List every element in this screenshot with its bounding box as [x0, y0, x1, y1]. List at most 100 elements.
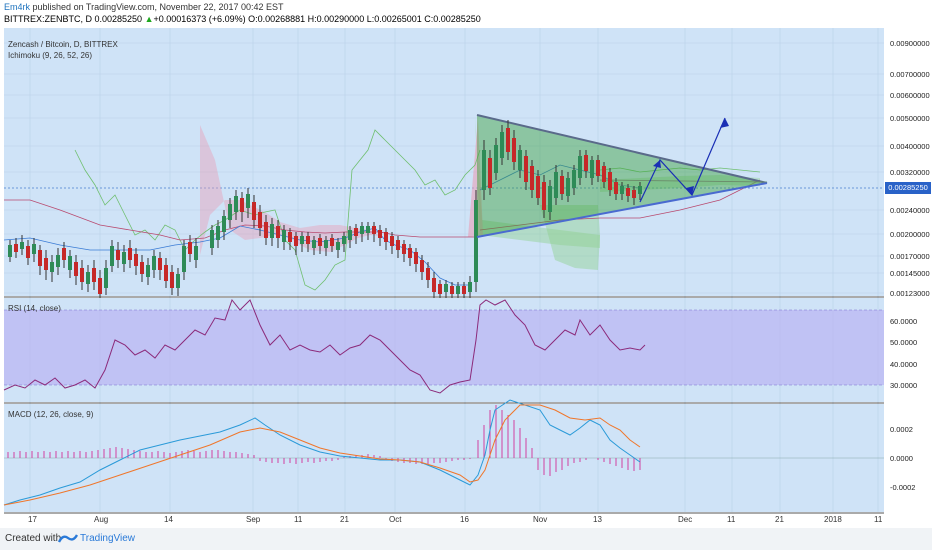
ichimoku-leading-span: [599, 167, 761, 173]
rsi-title: RSI (14, close): [8, 304, 61, 313]
candle: [408, 248, 412, 258]
rsi-line: [3, 298, 646, 394]
price-tick: 0.00200000: [890, 230, 930, 239]
candle: [420, 260, 424, 272]
candle: [566, 178, 570, 196]
candle: [74, 262, 78, 276]
macd-tick: -0.0002: [890, 483, 916, 492]
candle: [530, 166, 534, 190]
price-tick: 0.00500000: [890, 114, 930, 123]
arrow-head-icon: [653, 160, 661, 168]
x-tick: Nov: [533, 515, 548, 524]
candle: [450, 286, 454, 294]
candle: [20, 242, 24, 249]
price-tick: 0.00400000: [890, 142, 930, 151]
candle: [524, 156, 528, 182]
price-panel[interactable]: [4, 28, 884, 296]
x-tick: 11: [874, 515, 883, 524]
candle: [468, 282, 472, 292]
candle: [128, 248, 132, 260]
price-panel-title: Zencash / Bitcoin, D, BITTREX: [8, 40, 118, 49]
x-tick: 21: [775, 515, 784, 524]
candle: [188, 242, 192, 254]
candle: [602, 166, 606, 182]
ichimoku-cloud-green-2: [540, 205, 600, 270]
candle: [306, 236, 310, 244]
symbol-line: BITTREX:ZENBTC, D 0.00285250: [4, 14, 143, 24]
candle: [176, 274, 180, 288]
ichimoku-cloud-red: [200, 125, 380, 255]
candle: [590, 160, 594, 178]
publish-info: Em4rk published on TradingView.com, Nove…: [4, 2, 284, 12]
candle-group-3: [482, 120, 642, 220]
tradingview-brand-link[interactable]: TradingView: [80, 533, 136, 544]
macd-tick: 0.0000: [890, 454, 913, 463]
candle: [414, 252, 418, 264]
candle: [584, 155, 588, 171]
candles: [8, 188, 478, 298]
candle: [104, 268, 108, 288]
ichimoku-cloud-spike: [468, 117, 483, 237]
candle: [194, 246, 198, 260]
candle: [426, 268, 430, 280]
candle: [444, 284, 448, 292]
candle: [86, 272, 90, 284]
candle: [360, 226, 364, 234]
candle: [158, 258, 162, 270]
candle: [348, 230, 352, 240]
candle: [482, 150, 486, 190]
ichimoku-flat-line: [599, 179, 768, 183]
price-tick: 0.00240000: [890, 206, 930, 215]
price-tick: 0.00700000: [890, 70, 930, 79]
triangle-upper-line: [476, 114, 768, 184]
candle: [536, 176, 540, 198]
x-tick: 17: [28, 515, 37, 524]
x-tick: Oct: [389, 515, 402, 524]
publish-text: published on TradingView.com, November 2…: [32, 2, 284, 12]
candle: [384, 232, 388, 242]
symbol-info: BITTREX:ZENBTC, D 0.00285250 ▲+0.0001637…: [4, 14, 481, 24]
price-axis[interactable]: [884, 28, 932, 514]
footer: Created with TradingView: [0, 528, 932, 550]
ichimoku-tenkan-2: [479, 164, 641, 191]
candle: [494, 145, 498, 173]
macd-tick: 0.0002: [890, 425, 913, 434]
candle: [252, 202, 256, 220]
candle: [258, 212, 262, 228]
x-tick: 11: [294, 515, 303, 524]
x-tick: 2018: [824, 515, 842, 524]
created-with-text: Created with: [5, 533, 62, 544]
candle: [632, 190, 636, 198]
triangle-lower-line: [476, 182, 768, 238]
author-link[interactable]: Em4rk: [4, 2, 31, 12]
candle: [474, 200, 478, 282]
ichimoku-tenkan: [3, 225, 470, 286]
candle: [134, 254, 138, 266]
candle: [560, 176, 564, 194]
candle: [228, 204, 232, 220]
candle-group-1: [8, 235, 198, 298]
candle: [56, 255, 60, 267]
macd-signal-line: [3, 404, 641, 506]
candle: [608, 172, 612, 190]
candle: [506, 128, 510, 152]
price-tick: 0.00145000: [890, 269, 930, 278]
macd-line: [3, 399, 641, 506]
candle: [294, 236, 298, 246]
candle: [146, 265, 150, 277]
ichimoku-kijun-2: [479, 179, 761, 231]
candle: [336, 242, 340, 250]
change-value: ▲: [144, 14, 154, 24]
rsi-tick: 30.0000: [890, 381, 918, 390]
candle: [488, 158, 492, 188]
price-tick: 0.00900000: [890, 39, 930, 48]
x-tick: Sep: [246, 515, 261, 524]
ichimoku-kijun: [4, 199, 480, 241]
macd-histogram: [7, 405, 641, 476]
candle: [330, 238, 334, 246]
candle: [626, 188, 630, 196]
x-tick: 21: [340, 515, 349, 524]
candle: [638, 186, 642, 194]
arrow-head-icon: [686, 186, 694, 195]
